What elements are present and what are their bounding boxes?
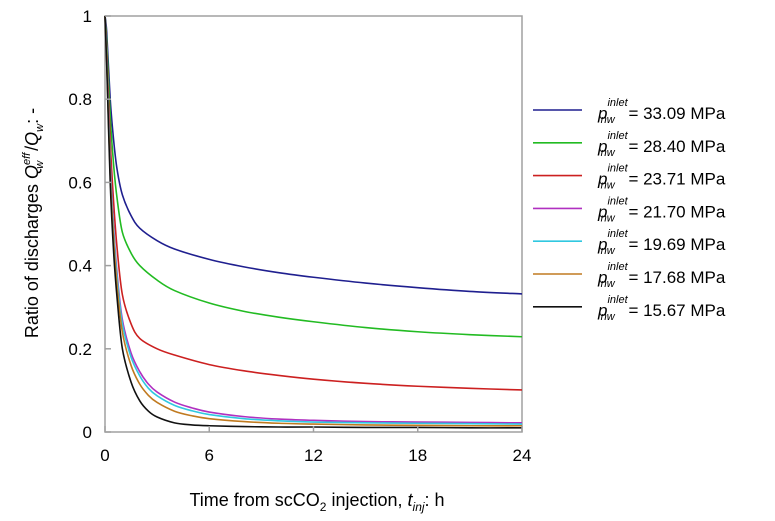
series-line-2 — [104, 15, 523, 338]
series-line-5 — [104, 15, 523, 425]
y-tick-label: 1 — [83, 7, 92, 26]
y-tick-label: 0.2 — [68, 340, 92, 359]
legend-label: pinlet nw = 15.67 MPa — [597, 294, 726, 323]
legend-label: pinlet nw = 17.68 MPa — [597, 261, 726, 290]
x-tick-label: 12 — [304, 446, 323, 465]
legend-item: pinlet nw = 17.68 MPa — [533, 261, 726, 290]
legend-label: pinlet nw = 33.09 MPa — [597, 97, 726, 126]
plot-area — [104, 15, 523, 433]
x-tick-label: 18 — [408, 446, 427, 465]
x-tick-label: 0 — [100, 446, 109, 465]
legend-item: pinlet nw = 33.09 MPa — [533, 97, 726, 126]
axes: 0 6 12 18 24 0 0.2 0.4 0.6 0.8 1 — [68, 7, 531, 465]
legend-item: pinlet nw = 28.40 MPa — [533, 130, 726, 159]
series-line-4 — [104, 15, 523, 424]
legend: pinlet nw = 33.09 MPa pinlet nw = 28.40 MPa… — [533, 97, 726, 323]
series-layer — [104, 15, 523, 429]
y-axis-label: Ratio of discharges Qeffw /Qw: - — [21, 108, 46, 338]
legend-item: pinlet nw = 23.71 MPa — [533, 163, 726, 192]
plot-frame — [104, 15, 523, 433]
y-tick-label: 0.4 — [68, 257, 92, 276]
legend-item: pinlet nw = 19.69 MPa — [533, 228, 726, 257]
series-line-6 — [104, 15, 523, 427]
x-axis-label: Time from scCO2 injection, tinj: h — [189, 490, 444, 514]
series-line-3 — [104, 15, 523, 391]
x-tick-label: 6 — [205, 446, 214, 465]
y-tick-label: 0 — [83, 423, 92, 442]
legend-label: pinlet nw = 23.71 MPa — [597, 163, 726, 192]
legend-label: pinlet nw = 28.40 MPa — [597, 130, 726, 159]
x-tick-label: 24 — [513, 446, 532, 465]
legend-item: pinlet nw = 21.70 MPa — [533, 195, 726, 224]
series-line-7 — [104, 15, 523, 429]
series-line-1 — [104, 15, 523, 295]
legend-label: pinlet nw = 19.69 MPa — [597, 228, 726, 257]
legend-label: pinlet nw = 21.70 MPa — [597, 195, 726, 224]
legend-item: pinlet nw = 15.67 MPa — [533, 294, 726, 323]
y-tick-label: 0.8 — [68, 90, 92, 109]
y-tick-label: 0.6 — [68, 173, 92, 192]
